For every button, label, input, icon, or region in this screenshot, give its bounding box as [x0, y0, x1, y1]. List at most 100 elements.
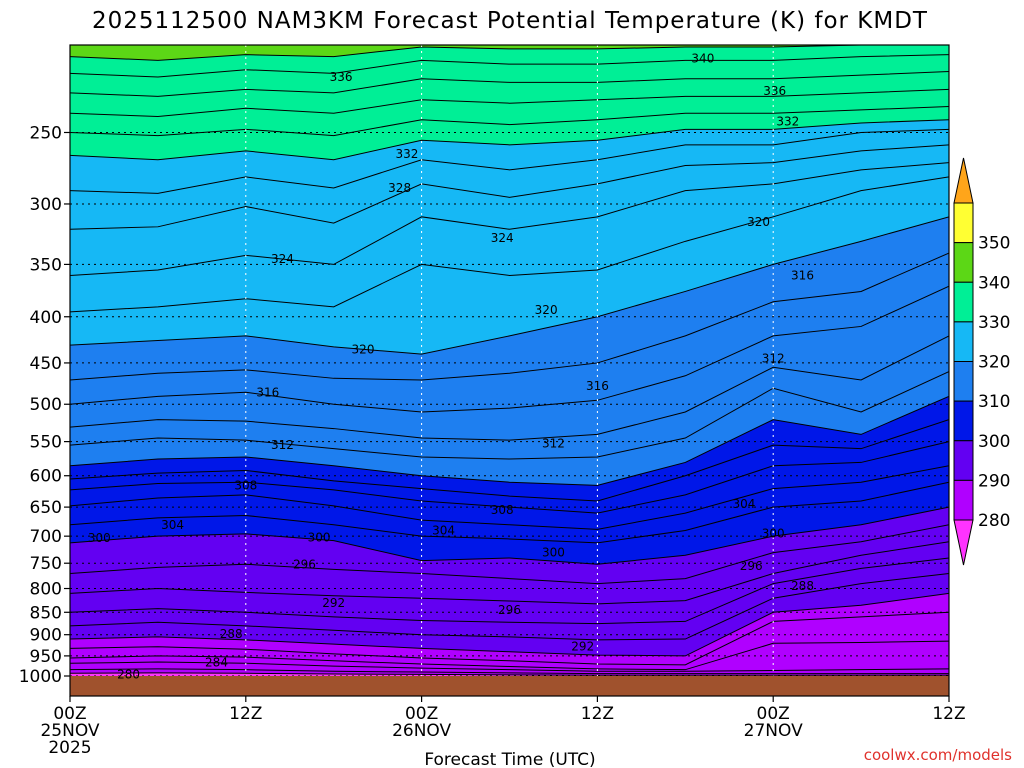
contour-label: 336: [763, 84, 786, 98]
contour-band: [70, 45, 949, 77]
contour-label: 292: [571, 640, 594, 654]
contour-label: 320: [747, 215, 770, 229]
contour-label: 288: [220, 627, 243, 641]
contour-band: [70, 176, 949, 355]
y-tick-label: 300: [30, 195, 62, 215]
y-tick-label: 950: [30, 647, 62, 667]
y-tick-label: 850: [30, 603, 62, 623]
contour-label: 316: [586, 379, 609, 393]
colorbar-tick-label: 330: [978, 313, 1010, 333]
isotherm-line: [70, 524, 949, 585]
contour-band: [70, 557, 949, 640]
isotherm-line: [70, 395, 949, 486]
plot-area: [70, 45, 949, 696]
y-tick-label: 250: [30, 123, 62, 143]
contour-label: 324: [491, 231, 514, 245]
filled-contours: [70, 45, 949, 696]
isotherm-line: [70, 481, 949, 544]
grid-lines: [70, 45, 949, 696]
contour-label: 320: [352, 343, 375, 357]
contour-label: 308: [234, 478, 257, 492]
contour-band: [70, 507, 949, 584]
colorbar-segment: [953, 440, 974, 481]
colorbar-segment: [953, 242, 974, 283]
contour-label: 296: [293, 557, 316, 571]
contour-band: [70, 45, 862, 61]
contour-band: [70, 371, 949, 486]
contour-label: 336: [330, 70, 353, 84]
x-tick-label: 00Z: [53, 704, 86, 724]
contour-band: [70, 612, 949, 670]
contour-label: 300: [308, 530, 331, 544]
isotherm-line: [70, 144, 949, 230]
y-tick-label: 600: [30, 467, 62, 487]
colorbar-tick-label: 340: [978, 273, 1010, 293]
isotherm-line: [70, 611, 949, 666]
contour-label: 304: [161, 518, 184, 532]
contour-band: [70, 396, 949, 502]
y-tick-label: 550: [30, 433, 62, 453]
contour-label: 316: [256, 385, 279, 399]
contour-band: [70, 482, 949, 565]
colorbar-tick-label: 320: [978, 353, 1010, 373]
contour-label: 296: [498, 603, 521, 617]
contour-band: [70, 465, 949, 543]
ground-surface: [70, 676, 949, 696]
contour-label: 328: [388, 181, 411, 195]
contour-label: 304: [432, 524, 455, 538]
contour-band: [70, 54, 949, 97]
y-tick-label: 700: [30, 527, 62, 547]
isotherm-line: [70, 54, 949, 78]
contour-band: [70, 286, 949, 441]
isotherm-line: [70, 45, 884, 61]
contour-label: 280: [117, 667, 140, 681]
isotherm-line: [70, 640, 949, 671]
colorbar-segment: [953, 479, 974, 521]
contour-band: [70, 129, 949, 230]
x-tick-label: 00Z: [757, 704, 790, 724]
isotherm-line: [70, 88, 949, 117]
isotherm-line: [70, 216, 949, 355]
x-tick-label: 00Z: [405, 704, 438, 724]
colorbar: 280 290 300 310 320 330 340 350: [953, 157, 1010, 566]
x-tick-label: 12Z: [932, 704, 965, 724]
contour-band: [70, 71, 949, 117]
colorbar-segment: [953, 361, 974, 402]
isotherm-line: [70, 162, 949, 276]
colorbar-top-triangle: [953, 157, 974, 204]
y-tick-label: 400: [30, 308, 62, 328]
x-tick-label: 26NOV: [392, 721, 451, 741]
contour-label: 308: [491, 503, 514, 517]
x-tick-label: 25NOV: [40, 721, 99, 741]
colorbar-segment: [953, 281, 974, 323]
isotherm-line: [70, 672, 949, 676]
isotherm-line: [70, 506, 949, 565]
contour-band: [70, 573, 949, 656]
x-axis-label: Forecast Time (UTC): [424, 750, 595, 768]
chart-title: 2025112500 NAM3KM Forecast Potential Tem…: [92, 8, 928, 34]
contour-label: 312: [542, 437, 565, 451]
contour-band: [70, 641, 949, 672]
isotherm-line: [70, 106, 949, 137]
contour-label: 288: [791, 579, 814, 593]
contour-band: [70, 106, 949, 160]
contour-label: 300: [88, 531, 111, 545]
colorbar-tick-label: 310: [978, 392, 1010, 412]
credit-text: coolwx.com/models: [864, 746, 1012, 764]
contour-label: 284: [205, 655, 228, 669]
y-tick-label: 500: [30, 395, 62, 415]
x-tick-label: 27NOV: [744, 721, 803, 741]
isotherm-line: [70, 465, 949, 530]
isotherm-line: [70, 335, 949, 441]
y-tick-label: 800: [30, 580, 62, 600]
x-tick-label: 12Z: [229, 704, 262, 724]
colorbar-tick-label: 300: [978, 432, 1010, 452]
colorbar-segment: [953, 321, 974, 362]
contour-label: 300: [762, 526, 785, 540]
isotherm-line: [70, 557, 949, 625]
isotherm-line: [70, 119, 949, 161]
contour-labels: 336 340 336 332 332 328 324 320 324 316 320 320 312 3…: [88, 51, 814, 681]
contour-band: [70, 524, 949, 604]
x-tick-label: 12Z: [581, 704, 614, 724]
